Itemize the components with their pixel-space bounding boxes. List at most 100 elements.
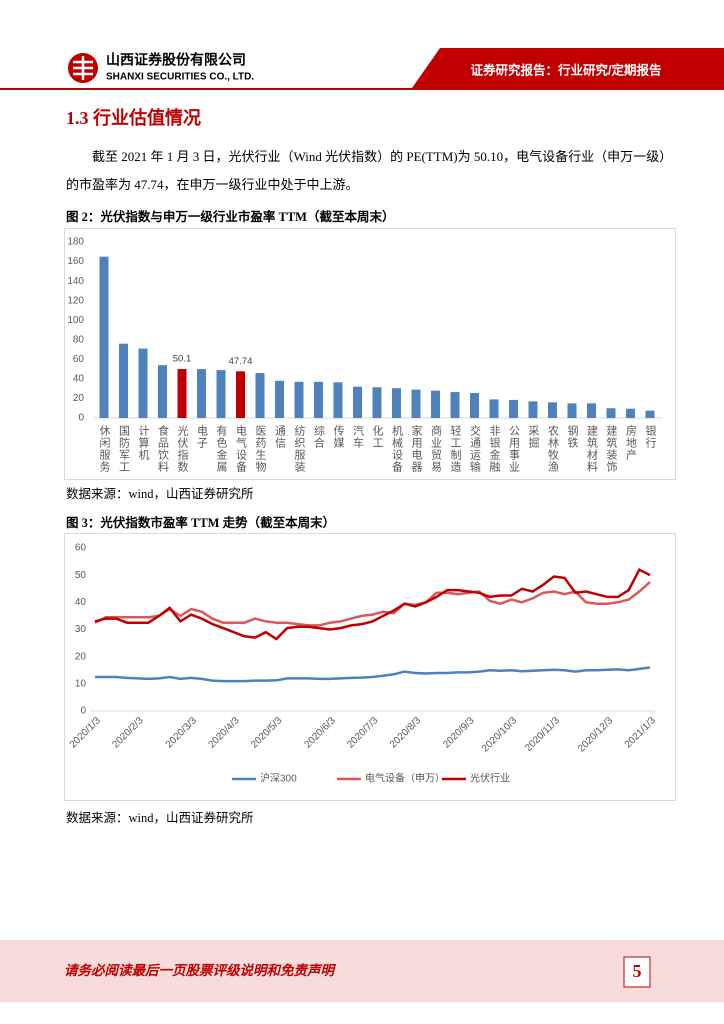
y-tick-label: 140: [67, 276, 84, 287]
x-tick-label: 银行: [644, 424, 657, 449]
x-tick-label: 汽车: [352, 424, 365, 449]
bar: [431, 390, 440, 418]
legend-label: 沪深300: [260, 772, 297, 785]
legend-label: 光伏行业: [470, 772, 510, 785]
bar: [411, 389, 421, 418]
x-tick-label: 有色金属: [215, 424, 228, 473]
x-tick-label: 电气设备: [235, 425, 248, 473]
bar: [333, 382, 343, 418]
x-tick-label: 2020/11/3: [523, 715, 562, 754]
bar: [587, 403, 596, 418]
x-tick-label: 2020/12/3: [576, 715, 616, 755]
company-en: SHANXI SECURITIES CO., LTD.: [106, 72, 254, 83]
bar: [119, 343, 128, 418]
y-tick-label: 60: [73, 354, 85, 365]
bar: [606, 408, 616, 418]
bar: [158, 365, 167, 418]
x-tick-label: 钢铁: [566, 425, 579, 449]
data-label: 50.1: [173, 354, 192, 365]
bar: [294, 381, 304, 418]
paragraph: 截至 2021 年 1 月 3 日，光伏行业（Wind 光伏指数）的 PE(TT…: [66, 149, 666, 192]
x-tick-label: 2020/3/3: [164, 715, 200, 751]
x-tick-label: 2020/7/3: [345, 715, 381, 751]
x-tick-label: 公用事业: [508, 425, 521, 473]
source-note: 数据来源：wind，山西证券研究所: [66, 487, 254, 501]
x-tick-label: 医药生物: [254, 425, 267, 473]
bar: [216, 370, 226, 418]
x-tick-label: 2020/8/3: [388, 715, 424, 751]
x-tick-label: 综合: [313, 424, 326, 449]
header: 山西证券股份有限公司 SHANXI SECURITIES CO., LTD. 证…: [0, 48, 724, 90]
y-tick-label: 0: [78, 413, 84, 424]
bar: [372, 387, 382, 418]
disclaimer: 请务必阅读最后一页股票评级说明和免责声明: [64, 963, 336, 978]
bar: [275, 380, 284, 418]
y-tick-label: 80: [73, 334, 85, 345]
series-line: [94, 568, 651, 641]
x-tick-label: 农林牧渔: [547, 424, 560, 473]
bar: [509, 399, 518, 418]
bar: [314, 381, 323, 418]
x-tick-label: 传媒: [332, 425, 345, 449]
x-tick-label: 2020/6/3: [302, 715, 338, 751]
y-tick-label: 0: [80, 706, 86, 717]
x-tick-label: 2020/2/3: [110, 715, 146, 751]
y-tick-label: 100: [67, 315, 84, 326]
x-tick-label: 轻工制造: [449, 424, 462, 473]
x-tick-label: 光伏指数: [176, 424, 189, 473]
x-tick-label: 2021/1/3: [623, 715, 659, 751]
y-tick-label: 160: [67, 256, 84, 267]
bar: [138, 348, 148, 418]
x-tick-label: 化工: [371, 424, 384, 449]
bar-chart: 0 20 40 60 80 100 120 140 160 180 休闲服务 国防军工 计算机 食品饮料 5…: [67, 237, 662, 473]
x-tick-label: 2020/1/3: [68, 715, 104, 751]
x-tick-label: 食品饮料: [157, 424, 170, 473]
bar: [255, 373, 265, 418]
y-tick-label: 30: [75, 624, 87, 635]
x-tick-label: 采掘: [527, 425, 540, 449]
logo-mark: [73, 56, 93, 80]
page-number-box: [623, 956, 651, 988]
series-line: [94, 581, 651, 627]
x-tick-label: 建筑材料: [586, 424, 599, 473]
x-tick-label: 2020/5/3: [249, 715, 285, 751]
chart-frame: [64, 228, 676, 480]
bar: [99, 256, 109, 418]
page-number: 5: [633, 961, 642, 981]
section-title: 1.3 行业估值情况: [66, 108, 201, 128]
x-tick-label: 国防军工: [118, 425, 131, 473]
bar: [528, 401, 538, 418]
legend-label: 电气设备（申万）: [365, 772, 445, 785]
x-tick-label: 通信: [274, 425, 287, 449]
series-line: [95, 666, 651, 683]
y-tick-label: 20: [73, 393, 85, 404]
y-tick-label: 40: [73, 374, 85, 385]
figure-caption: 图 2：光伏指数与申万一级行业市盈率 TTM（截至本周末）: [66, 210, 395, 224]
x-tick-label: 计算机: [137, 425, 150, 461]
bar: [236, 371, 245, 418]
x-tick-label: 2020/4/3: [206, 715, 242, 751]
header-band: [412, 48, 724, 88]
bar: [567, 403, 577, 418]
bar: [450, 392, 460, 418]
report-type: 证券研究报告：行业研究/定期报告: [471, 62, 662, 77]
x-tick-label: 纺织服装: [293, 424, 306, 473]
y-tick-label: 20: [75, 651, 87, 662]
bar: [177, 369, 187, 418]
x-tick-label: 电子: [196, 425, 209, 449]
y-tick-label: 10: [75, 678, 87, 689]
y-tick-label: 40: [75, 597, 87, 608]
x-tick-label: 房地产: [625, 425, 638, 461]
bar: [626, 408, 635, 418]
x-tick-label: 非银金融: [488, 425, 501, 473]
x-tick-label: 交通运输: [469, 424, 482, 473]
bar: [353, 386, 362, 418]
x-tick-label: 商业贸易: [430, 424, 443, 473]
x-tick-label: 休闲服务: [98, 425, 111, 473]
figure-caption: 图 3：光伏指数市盈率 TTM 走势（截至本周末）: [66, 516, 336, 530]
source-note: 数据来源：wind，山西证券研究所: [66, 811, 254, 825]
bar: [645, 410, 655, 418]
x-tick-label: 机械设备: [391, 424, 404, 473]
